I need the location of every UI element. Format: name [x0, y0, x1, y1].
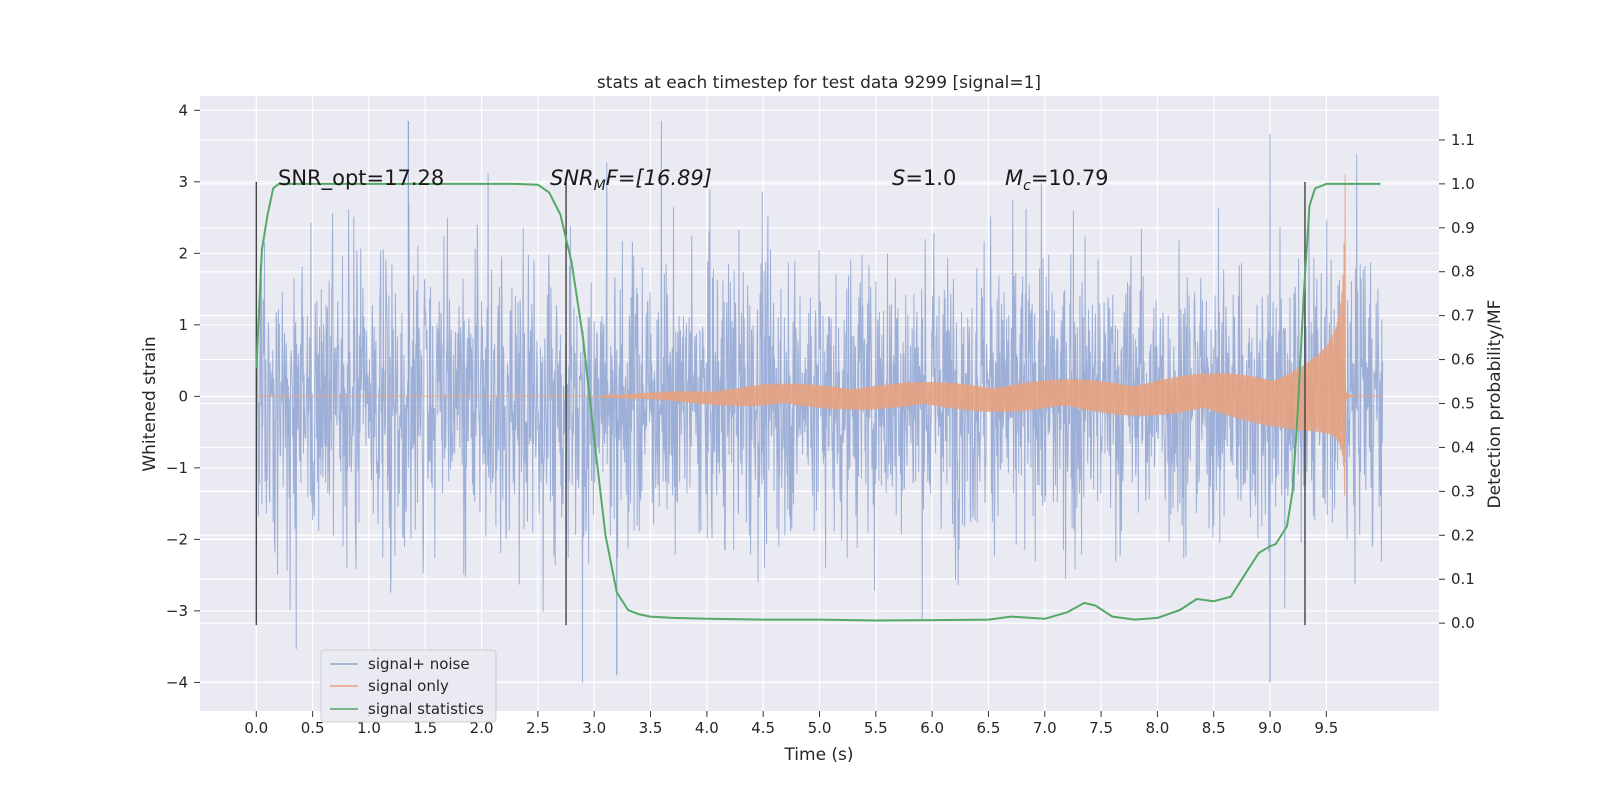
- y2-tick-label: 0.4: [1451, 438, 1475, 456]
- x-tick-label: 3.5: [639, 719, 663, 737]
- x-axis-ticks: 0.0 0.5 1.0 1.5 2.0 2.5 3.0 3.5 4.0 4.5 5.0 5.5 6.0 6…: [244, 711, 1338, 737]
- y-tick-label: 4: [178, 101, 188, 119]
- x-axis-label: Time (s): [783, 745, 853, 765]
- x-tick-label: 0.0: [244, 719, 268, 737]
- annotation-mc-sub: c: [1023, 178, 1031, 194]
- y2-tick-label: 0.3: [1451, 482, 1475, 500]
- signal-only-series: [256, 174, 1383, 497]
- signal-trace: [256, 174, 1383, 497]
- y2-tick-label: 0.9: [1451, 219, 1475, 237]
- x-tick-label: 4.5: [751, 719, 775, 737]
- x-tick-label: 8.0: [1145, 719, 1169, 737]
- noise-trace: [255, 120, 1384, 683]
- legend-label-stats: signal statistics: [368, 700, 484, 718]
- x-tick-label: 5.5: [864, 719, 888, 737]
- annotation-mc: Mc=10.79: [1005, 166, 1109, 194]
- annotation-mc-var: M: [1005, 166, 1023, 190]
- y2-axis-label: Detection probability/MF: [1485, 300, 1505, 509]
- y2-tick-label: 0.7: [1451, 307, 1475, 325]
- x-tick-label: 2.0: [470, 719, 494, 737]
- statistics-line: [255, 182, 1381, 622]
- x-tick-label: 2.5: [526, 719, 550, 737]
- x-tick-label: 5.0: [808, 719, 832, 737]
- y-tick-label: 0: [178, 387, 188, 405]
- y-axis-ticks: 4 3 2 1 0 −1 −2 −3 −4: [166, 101, 200, 691]
- x-tick-label: 9.0: [1258, 719, 1282, 737]
- legend-box: [320, 649, 497, 723]
- annotation-snr-mf: SNRMF=[16.89]: [550, 166, 712, 194]
- annotation-s-rest: =1.0: [905, 166, 956, 190]
- x-tick-label: 3.0: [582, 719, 606, 737]
- y-tick-label: −1: [166, 459, 188, 477]
- y-tick-label: −2: [166, 530, 188, 548]
- x-tick-label: 7.5: [1089, 719, 1113, 737]
- y-tick-label: 1: [178, 316, 188, 334]
- x-tick-label: 7.0: [1033, 719, 1057, 737]
- legend-label-noise: signal+ noise: [368, 655, 470, 673]
- annotation-snr-opt: SNR_opt=17.28: [278, 166, 444, 191]
- y2-tick-label: 0.0: [1451, 614, 1475, 632]
- annotation-s-var: S: [892, 166, 905, 190]
- annotation-snr-mf-rest: F=[16.89]: [606, 166, 712, 190]
- y-tick-label: −4: [166, 673, 188, 691]
- chart-title: stats at each timestep for test data 929…: [597, 73, 1041, 93]
- y2-axis-ticks: 1.1 1.0 0.9 0.8 0.7 0.6 0.5 0.4 0.3 0.2 0.1 0.0: [1439, 131, 1475, 632]
- y2-tick-label: 1.0: [1451, 175, 1475, 193]
- y2-tick-label: 0.6: [1451, 351, 1475, 369]
- y-tick-label: 2: [178, 244, 188, 262]
- y2-tick-label: 0.2: [1451, 526, 1475, 544]
- y2-tick-label: 1.1: [1451, 131, 1475, 149]
- y2-tick-label: 0.1: [1451, 570, 1475, 588]
- x-tick-label: 6.5: [977, 719, 1001, 737]
- x-tick-label: 0.5: [301, 719, 325, 737]
- annotation-s: S=1.0: [892, 166, 956, 190]
- y-tick-label: −3: [166, 602, 188, 620]
- x-tick-label: 1.5: [413, 719, 437, 737]
- y-axis-label: Whitened strain: [140, 336, 160, 471]
- legend-label-signal: signal only: [368, 677, 449, 695]
- annotation-snr-mf-base: SNR: [550, 166, 594, 190]
- y2-tick-label: 0.5: [1451, 395, 1475, 413]
- x-tick-label: 9.5: [1314, 719, 1338, 737]
- x-tick-label: 6.0: [920, 719, 944, 737]
- signal-noise-series: [255, 120, 1384, 683]
- y-tick-label: 3: [178, 173, 188, 191]
- x-tick-label: 1.0: [357, 719, 381, 737]
- annotation-mc-rest: =10.79: [1031, 166, 1109, 190]
- x-tick-label: 8.5: [1202, 719, 1226, 737]
- annotation-snr-mf-sub: M: [594, 178, 606, 194]
- vertical-markers: [255, 181, 1306, 626]
- x-tick-label: 4.0: [695, 719, 719, 737]
- legend: signal+ noise signal only signal statist…: [320, 649, 497, 723]
- y2-tick-label: 0.8: [1451, 263, 1475, 281]
- signal-statistics-series: [255, 182, 1381, 622]
